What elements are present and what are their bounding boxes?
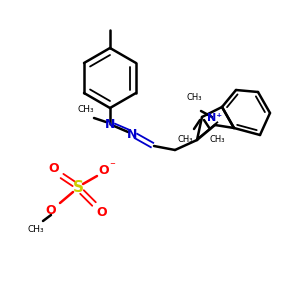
Text: CH₃: CH₃ [177, 134, 193, 143]
Text: O: O [49, 161, 59, 175]
Text: CH₃: CH₃ [186, 93, 202, 102]
Text: O: O [46, 205, 56, 218]
Text: CH₃: CH₃ [28, 224, 44, 233]
Text: ⁻: ⁻ [109, 161, 115, 171]
Text: N⁺: N⁺ [207, 113, 223, 123]
Text: CH₃: CH₃ [209, 134, 225, 143]
Text: O: O [99, 164, 109, 176]
Text: S: S [73, 181, 83, 196]
Text: CH₃: CH₃ [78, 105, 94, 114]
Text: N: N [127, 128, 137, 140]
Text: O: O [97, 206, 107, 218]
Text: N: N [105, 118, 115, 130]
